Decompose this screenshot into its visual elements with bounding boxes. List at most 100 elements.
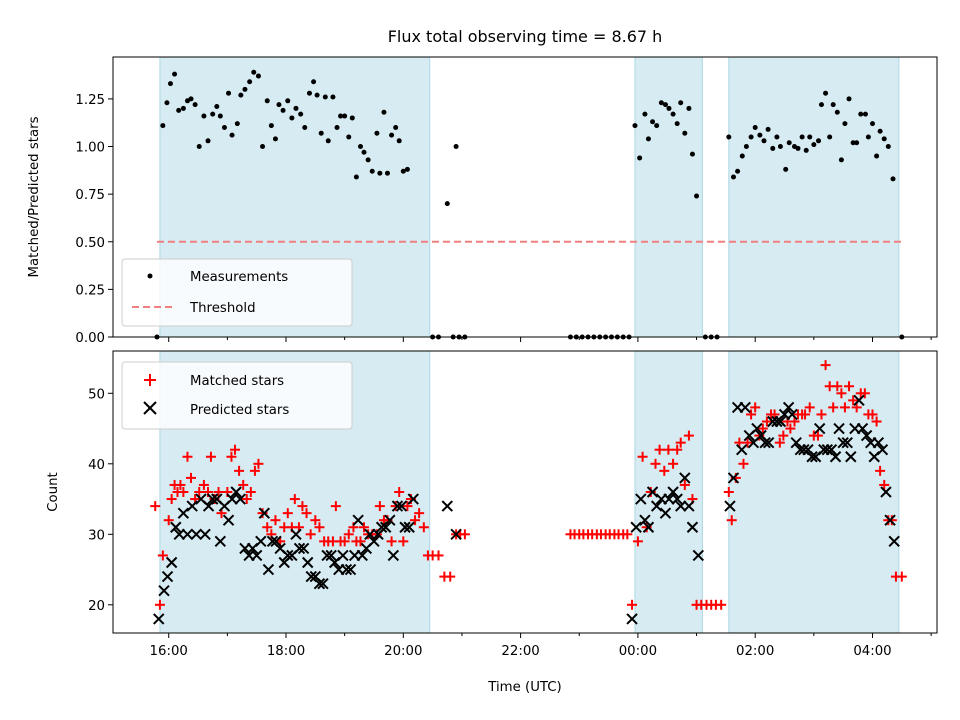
matched-star-point <box>679 479 690 490</box>
matched-star-point <box>213 487 224 497</box>
measurement-point <box>637 155 643 161</box>
predicted-star-point <box>626 613 638 625</box>
predicted-star-point <box>407 493 419 505</box>
predicted-star-point <box>290 528 302 541</box>
matched-star-point <box>859 388 870 399</box>
predicted-star-point <box>387 549 400 562</box>
matched-star-point <box>774 437 785 448</box>
predicted-star-point <box>297 542 310 555</box>
predicted-star-point <box>391 500 404 512</box>
predicted-star-point <box>325 549 337 562</box>
predicted-star-point <box>161 570 174 583</box>
matched-star-point <box>198 479 209 490</box>
matched-star-point <box>622 529 633 540</box>
predicted-star-point <box>663 493 675 505</box>
measurement-point <box>314 92 320 98</box>
measurement-point <box>799 134 805 140</box>
predicted-star-point <box>724 500 736 512</box>
predicted-star-point <box>270 535 282 548</box>
measurement-point <box>330 94 336 100</box>
predicted-star-point <box>173 528 185 541</box>
predicted-star-point <box>337 549 349 562</box>
measurement-point <box>334 124 340 130</box>
matched-star-point <box>723 487 734 497</box>
measurement-point <box>255 73 261 79</box>
measurement-point <box>854 140 860 146</box>
predicted-star-point <box>380 521 392 533</box>
predicted-star-point <box>727 472 740 484</box>
matched-star-point <box>738 458 749 469</box>
matched-star-point <box>282 508 293 519</box>
matched-star-point <box>390 501 401 512</box>
matched-star-point <box>804 402 815 413</box>
matched-star-point <box>675 437 686 448</box>
predicted-star-point <box>646 486 659 498</box>
matched-star-point <box>778 430 789 441</box>
predicted-star-point <box>262 563 275 576</box>
predicted-star-point <box>642 521 655 533</box>
predicted-star-point <box>230 486 242 498</box>
measurement-point <box>353 174 359 180</box>
measurement-point <box>260 144 266 150</box>
measurement-point <box>694 193 700 199</box>
measurement-point <box>765 126 771 132</box>
matched-star-point <box>761 416 772 427</box>
measurement-point <box>268 123 274 129</box>
measurement-point <box>393 124 399 130</box>
predicted-star-point <box>845 451 857 463</box>
predicted-star-point <box>170 521 182 533</box>
matched-star-point <box>241 494 252 505</box>
predicted-star-point <box>841 436 853 449</box>
matched-star-point <box>836 388 847 399</box>
matched-star-point <box>663 444 674 455</box>
predicted-star-point <box>368 535 380 548</box>
measurement-point <box>743 144 749 150</box>
predicted-star-point <box>441 500 453 512</box>
matched-star-point <box>402 501 413 512</box>
measurement-point <box>783 166 789 172</box>
measurement-point <box>858 111 864 117</box>
predicted-star-point <box>317 577 329 590</box>
matched-star-point <box>459 529 470 540</box>
predicted-star-point <box>186 500 198 512</box>
matched-star-point <box>398 536 409 547</box>
measurement-point <box>877 128 883 134</box>
measurement-point <box>795 145 801 151</box>
matched-star-point <box>668 458 679 469</box>
matched-star-point <box>414 508 425 519</box>
y-tick-label: 0.00 <box>75 331 105 346</box>
measurement-point <box>869 121 875 127</box>
matched-star-point <box>650 458 661 469</box>
matched-star-point <box>816 409 827 420</box>
measurement-point <box>338 113 344 119</box>
predicted-star-point <box>344 563 357 576</box>
measurement-point <box>881 136 887 142</box>
predicted-star-point <box>853 394 865 407</box>
measurement-point <box>365 157 371 163</box>
measurement-point <box>777 144 783 150</box>
predicted-star-point <box>692 549 705 562</box>
predicted-star-point <box>675 500 687 512</box>
measurement-point <box>735 168 741 174</box>
measurement-point <box>377 170 383 176</box>
measurement-point <box>396 138 402 144</box>
measurement-point <box>238 92 244 98</box>
predicted-star-point <box>364 528 376 541</box>
measurement-point <box>302 124 308 130</box>
matched-star-point <box>726 515 737 526</box>
measurement-point <box>862 111 868 117</box>
matched-star-point <box>301 508 312 519</box>
predicted-star-point <box>837 436 849 449</box>
measurement-point <box>752 124 758 130</box>
matched-star-point <box>785 423 796 434</box>
matched-star-point <box>433 550 444 561</box>
measurement-point <box>666 105 672 111</box>
predicted-star-point <box>786 408 798 421</box>
matched-star-point <box>875 465 886 476</box>
matched-star-point <box>182 451 193 462</box>
measurement-point <box>172 71 178 77</box>
x-axis-label: Time (UTC) <box>487 680 562 695</box>
matched-star-point <box>257 508 268 519</box>
predicted-star-point <box>860 429 873 442</box>
predicted-star-point <box>833 422 845 435</box>
